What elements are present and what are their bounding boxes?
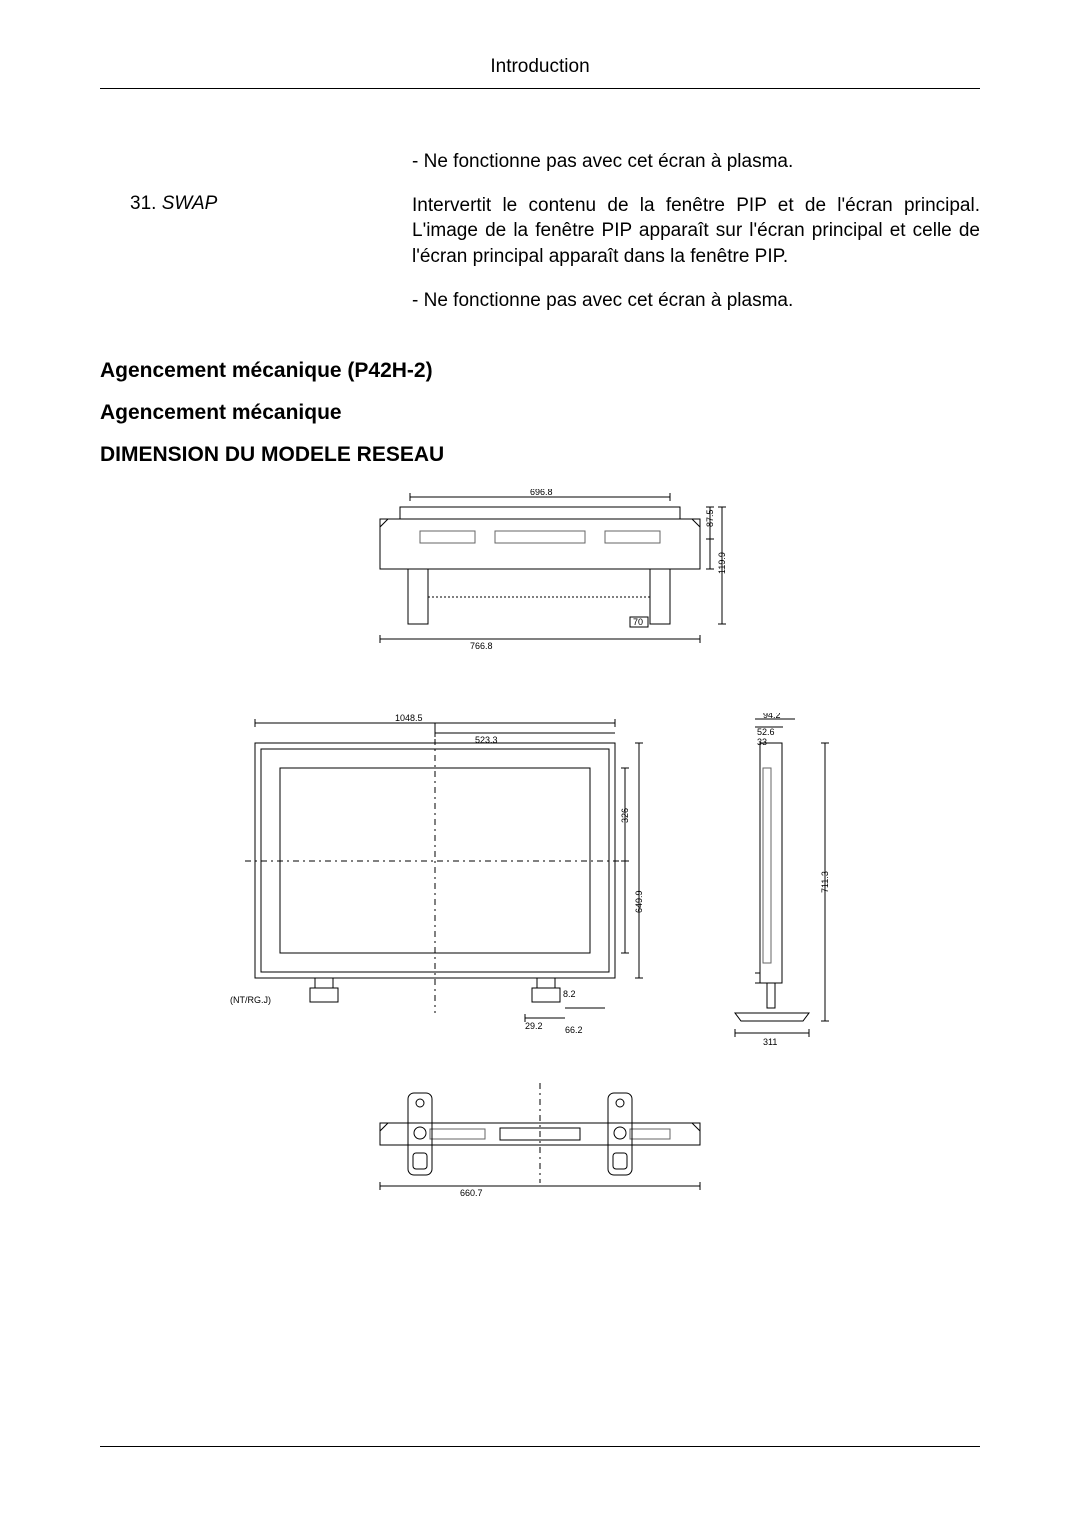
headings: Agencement mécanique (P42H-2) Agencement…	[100, 359, 980, 467]
dim-bracket: 70	[633, 617, 643, 627]
dim-front-width: 1048.5	[395, 713, 423, 723]
label-ntrg: (NT/RG.J)	[230, 995, 271, 1005]
header-title: Introduction	[490, 56, 589, 77]
content-block: - Ne fonctionne pas avec cet écran à pla…	[100, 131, 980, 331]
item-31-row: 31. SWAP Intervertit le contenu de la fe…	[100, 193, 980, 270]
dim-foot-a: 8.2	[563, 989, 576, 999]
drawing-top-view: 696.8	[350, 489, 730, 669]
drawing-bottom-view: 660.7	[350, 1083, 730, 1203]
drawing-front-and-side: 1048.5 523.3 32	[225, 713, 855, 1053]
heading-2: Agencement mécanique	[100, 401, 980, 425]
item-31-name: SWAP	[162, 193, 218, 214]
item-30-note-row: - Ne fonctionne pas avec cet écran à pla…	[100, 131, 980, 193]
dim-top-h1: 87.5	[705, 510, 715, 528]
dim-side-a: 94.2	[763, 713, 781, 720]
page-header: Introduction	[100, 56, 980, 89]
item-30-note: - Ne fonctionne pas avec cet écran à pla…	[412, 149, 980, 175]
dim-foot-c: 66.2	[565, 1025, 583, 1035]
heading-1: Agencement mécanique (P42H-2)	[100, 359, 980, 383]
footer-rule	[100, 1446, 980, 1447]
dim-front-outer-h: 649.9	[634, 891, 644, 914]
technical-drawings: 696.8	[100, 489, 980, 1203]
dim-foot-b: 29.2	[525, 1021, 543, 1031]
item-31-note-row: - Ne fonctionne pas avec cet écran à pla…	[100, 270, 980, 332]
dim-side-base: 311	[763, 1037, 777, 1047]
spacer	[100, 131, 412, 193]
item-31-note: - Ne fonctionne pas avec cet écran à pla…	[412, 288, 980, 314]
dim-top-inner: 696.8	[530, 489, 553, 497]
item-31-number: 31.	[130, 193, 156, 214]
dim-bottom-w: 660.7	[460, 1188, 483, 1198]
dim-side-h: 711.3	[820, 871, 830, 893]
page: Introduction - Ne fonctionne pas avec ce…	[0, 0, 1080, 1527]
heading-3: DIMENSION DU MODELE RESEAU	[100, 443, 980, 467]
item-31-desc: Intervertit le contenu de la fenêtre PIP…	[412, 193, 980, 270]
dim-top-outer: 766.8	[470, 641, 493, 651]
drawing-front-view: 1048.5 523.3 32	[225, 713, 645, 1053]
dim-front-inner-h: 326	[620, 808, 630, 823]
spacer	[100, 270, 412, 332]
dim-top-h2: 119.9	[717, 552, 727, 574]
item-31-label: 31. SWAP	[100, 193, 412, 270]
dim-side-b: 52.6	[757, 727, 775, 737]
dim-side-c: 33	[757, 737, 767, 747]
drawing-side-view: 94.2 52.6 33	[705, 713, 855, 1053]
